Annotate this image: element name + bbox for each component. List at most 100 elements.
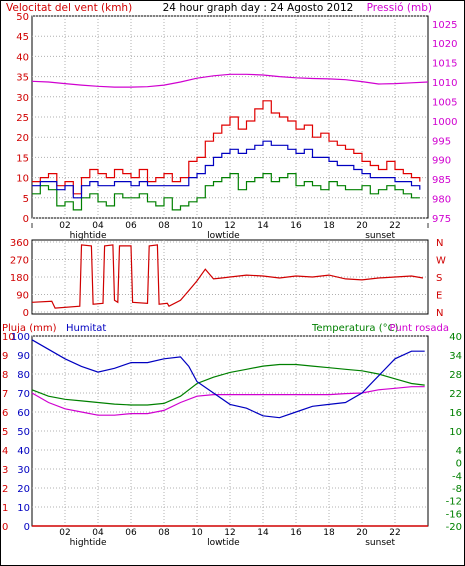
x-tick-label: 20 xyxy=(356,221,368,231)
direction-y-tick-label: 270 xyxy=(10,256,29,267)
humidity-y-tick-label: 50 xyxy=(17,427,30,438)
rain-y-tick-label: 0 xyxy=(2,522,8,533)
humidity-y-tick-label: 60 xyxy=(17,408,30,419)
compass-tick-label: N xyxy=(436,238,443,249)
wind-y-tick-label: 5 xyxy=(23,194,29,205)
series-wind-avg-line xyxy=(32,140,421,199)
humidity-y-tick-label: 0 xyxy=(24,522,30,533)
x-tick-label: 10 xyxy=(191,221,203,231)
pressure-y-tick-label: 985 xyxy=(432,175,451,186)
rain-y-tick-label: 5 xyxy=(2,427,8,438)
x-tick-label: 06 xyxy=(125,221,137,231)
x-edge-tick: ı xyxy=(31,221,34,231)
direction-y-tick-label: 180 xyxy=(10,273,29,284)
x-tick-label: 14 xyxy=(257,221,269,231)
wind-y-tick-label: 20 xyxy=(16,133,29,144)
humidity-y-tick-label: 90 xyxy=(17,351,30,362)
rain-y-tick-label: 10 xyxy=(2,332,15,343)
direction-y-tick-label: 0 xyxy=(23,308,29,319)
series-wind-gust-line xyxy=(32,100,421,195)
rain-y-tick-label: 2 xyxy=(2,484,8,495)
wind-y-tick-label: 0 xyxy=(23,214,29,225)
temperature-y-tick-label: 40 xyxy=(449,332,462,343)
direction-y-tick-label: 90 xyxy=(16,291,29,302)
wind-y-tick-label: 40 xyxy=(16,52,29,63)
x-tick-label: 12 xyxy=(224,528,235,538)
x-event-label: hightide xyxy=(70,538,107,548)
x-tick-label: 02 xyxy=(59,221,70,231)
pressure-y-tick-label: 980 xyxy=(432,195,451,206)
x-tick-label: 18 xyxy=(323,221,335,231)
rain-y-tick-label: 1 xyxy=(2,503,8,514)
humidity-y-tick-label: 10 xyxy=(17,503,30,514)
x-tick-label: 20 xyxy=(356,528,368,538)
pressure-y-tick-label: 1015 xyxy=(432,59,457,70)
x-tick-label: 08 xyxy=(158,528,170,538)
rain-y-tick-label: 8 xyxy=(2,370,8,381)
rain-y-tick-label: 7 xyxy=(2,389,8,400)
compass-tick-label: S xyxy=(436,273,442,284)
rain-y-tick-label: 6 xyxy=(2,408,8,419)
wind-y-tick-label: 30 xyxy=(16,93,29,104)
temperature-y-tick-label: 22 xyxy=(449,389,462,400)
series-temperature-line xyxy=(31,363,425,406)
wind-y-tick-label: 45 xyxy=(16,32,29,43)
pressure-y-tick-label: 995 xyxy=(432,136,451,147)
x-tick-label: 22 xyxy=(389,528,400,538)
temperature-y-tick-label: -16 xyxy=(446,509,462,520)
x-event-label: lowtide xyxy=(207,538,240,548)
x-tick-label: 04 xyxy=(92,528,104,538)
humidity-y-tick-label: 40 xyxy=(17,446,30,457)
x-event-label: lowtide xyxy=(207,231,240,241)
series-pressure-line xyxy=(31,73,429,88)
rain-y-tick-label: 9 xyxy=(2,351,8,362)
humidity-y-tick-label: 20 xyxy=(17,484,30,495)
humidity-y-tick-label: 80 xyxy=(17,370,30,381)
compass-tick-label: E xyxy=(436,291,442,302)
pressure-y-tick-label: 1010 xyxy=(432,78,457,89)
series-humidity-line xyxy=(31,339,425,419)
humidity-axis-label: Humitat xyxy=(66,323,106,334)
humidity-y-tick-label: 100 xyxy=(11,332,30,343)
x-tick-label: 08 xyxy=(158,221,170,231)
temperature-y-tick-label: -8 xyxy=(452,484,462,495)
temperature-y-tick-label: 0 xyxy=(456,459,462,470)
x-tick-label: 16 xyxy=(290,528,302,538)
rain-y-tick-label: 4 xyxy=(2,446,8,457)
header-date-title: 24 hour graph day : 24 Agosto 2012 xyxy=(163,2,354,14)
x-tick-label: 22 xyxy=(389,221,400,231)
temperature-y-tick-label: -20 xyxy=(446,522,462,533)
temperature-y-tick-label: 10 xyxy=(449,427,462,438)
x-tick-label: 04 xyxy=(92,221,104,231)
x-edge-tick: ı xyxy=(427,221,430,231)
humidity-y-tick-label: 70 xyxy=(17,389,30,400)
pressure-y-tick-label: 990 xyxy=(432,156,451,167)
wind-y-tick-label: 35 xyxy=(16,73,29,84)
x-tick-label: 16 xyxy=(290,221,302,231)
wind-y-tick-label: 25 xyxy=(16,113,29,124)
x-tick-label: 06 xyxy=(125,528,137,538)
series-dewpoint-line xyxy=(31,386,425,416)
x-tick-label: 12 xyxy=(224,221,235,231)
temperature-y-tick-label: 28 xyxy=(449,370,462,381)
pressure-y-tick-label: 1000 xyxy=(432,117,457,128)
temperature-y-tick-label: 16 xyxy=(449,408,462,419)
x-tick-label: 02 xyxy=(59,528,70,538)
pressure-y-tick-label: 975 xyxy=(432,214,451,225)
x-event-label: hightide xyxy=(70,231,107,241)
pressure-y-tick-label: 1005 xyxy=(432,97,457,108)
humidity-y-tick-label: 30 xyxy=(17,465,30,476)
wind-y-tick-label: 15 xyxy=(16,153,29,164)
rain-axis-label: Pluja (mm) xyxy=(2,323,57,334)
series-wind-direction-line xyxy=(31,244,424,309)
x-tick-label: 18 xyxy=(323,528,335,538)
x-event-label: sunset xyxy=(365,231,395,241)
temperature-axis-label: Temperatura (°C) xyxy=(311,323,399,334)
compass-tick-label: N xyxy=(436,308,443,319)
direction-y-tick-label: 360 xyxy=(10,238,29,249)
wind-y-tick-label: 50 xyxy=(16,12,29,23)
wind-y-tick-label: 10 xyxy=(16,174,29,185)
pressure-y-tick-label: 1020 xyxy=(432,39,457,50)
header-wind-title: Velocitat del vent (kmh) xyxy=(6,2,132,14)
